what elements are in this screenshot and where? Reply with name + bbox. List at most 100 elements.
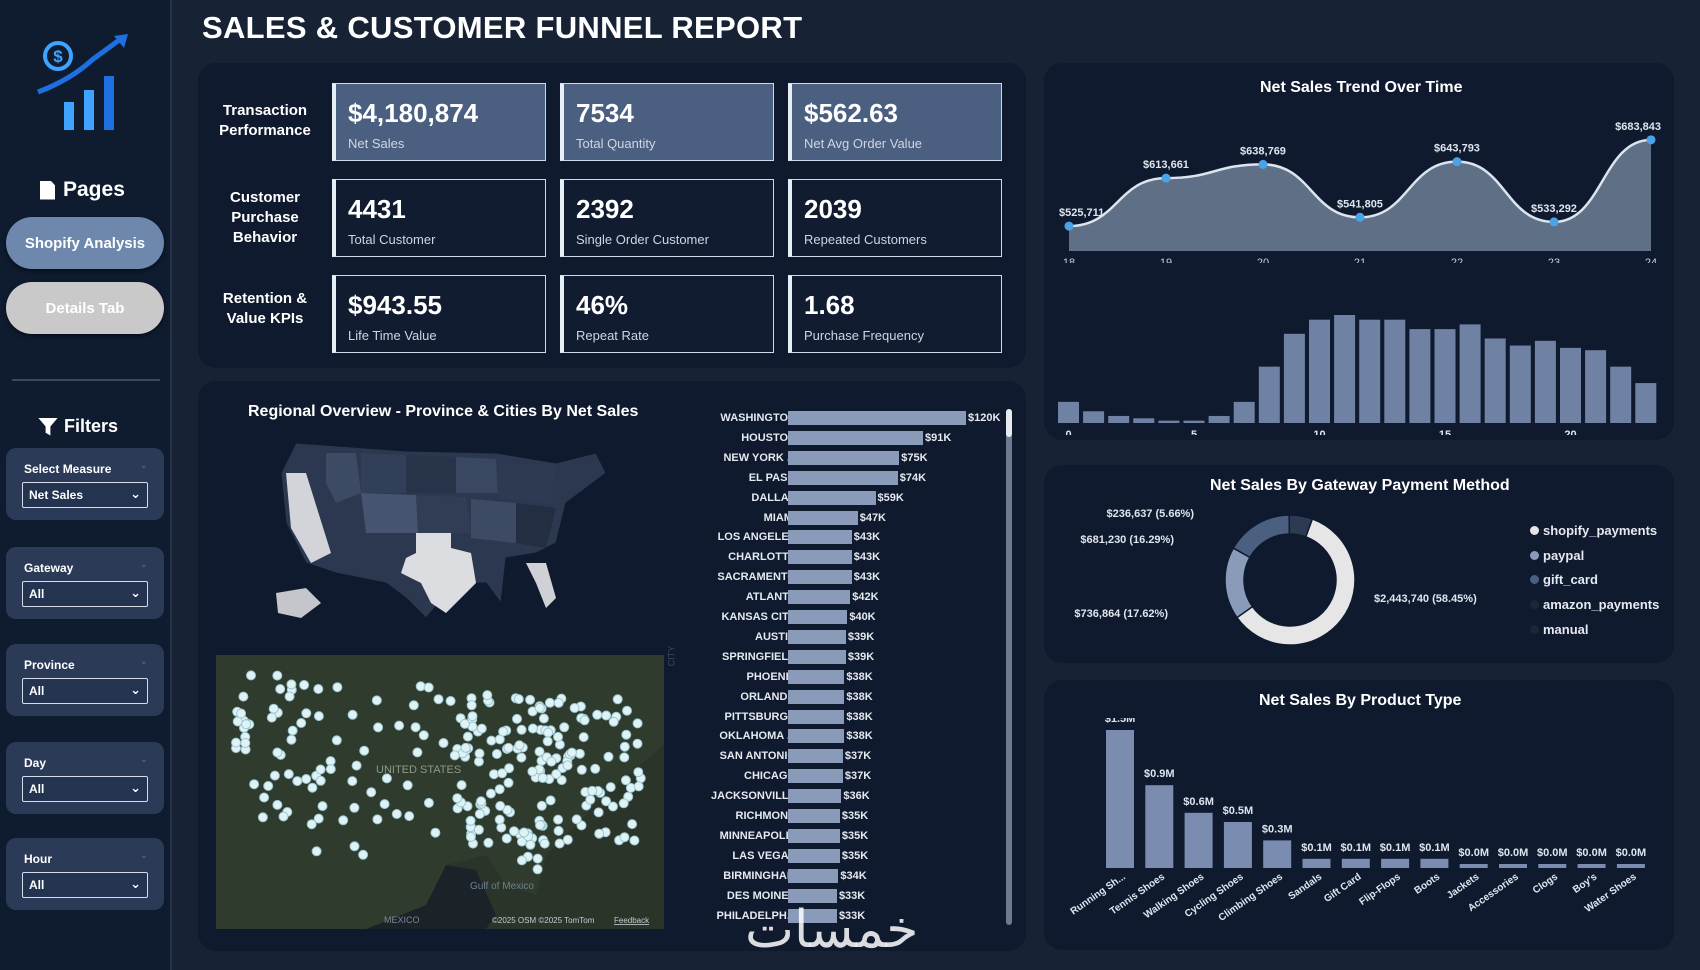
city-row[interactable]: HOUSTON $91K xyxy=(741,430,1018,447)
city-bubble[interactable] xyxy=(497,768,508,779)
nav-shopify-analysis[interactable]: Shopify Analysis xyxy=(6,217,164,269)
collapse-chevron-icon[interactable]: ⌄ xyxy=(139,559,148,570)
city-bubble[interactable] xyxy=(465,815,476,826)
city-bubble[interactable] xyxy=(466,700,477,711)
city-bar[interactable] xyxy=(788,590,851,605)
city-bubble[interactable] xyxy=(618,798,629,809)
city-bar[interactable] xyxy=(788,868,839,883)
hour-bar[interactable] xyxy=(1158,420,1180,423)
city-bubble[interactable] xyxy=(313,813,324,824)
kpi-purchase-frequency[interactable]: 1.68 Purchase Frequency xyxy=(788,275,1002,353)
hour-bar[interactable] xyxy=(1484,338,1506,423)
city-bubble[interactable] xyxy=(551,769,562,780)
city-row[interactable]: SAN ANTONIO $37K xyxy=(720,749,1018,765)
city-row[interactable]: MINNEAPOLIS $35K xyxy=(720,828,1018,845)
hour-bar[interactable] xyxy=(1133,418,1155,423)
hour-bar[interactable] xyxy=(1058,401,1079,423)
donut-slice[interactable] xyxy=(1235,517,1356,646)
collapse-chevron-icon[interactable]: ⌄ xyxy=(139,656,148,667)
city-row[interactable]: SPRINGFIELD $39K xyxy=(722,649,1018,666)
city-bubble[interactable] xyxy=(619,741,630,752)
city-bubble[interactable] xyxy=(633,781,644,792)
hour-bar[interactable] xyxy=(1083,411,1105,423)
city-bubble[interactable] xyxy=(349,841,360,852)
donut-slice[interactable] xyxy=(1232,514,1291,559)
trend-point[interactable] xyxy=(1064,221,1074,231)
city-bubble[interactable] xyxy=(545,795,556,806)
city-row[interactable]: JACKSONVILLE $36K xyxy=(711,789,1018,805)
collapse-chevron-icon[interactable]: ⌄ xyxy=(139,850,148,861)
city-row[interactable]: LAS VEGAS $35K xyxy=(732,848,1018,865)
hour-bar[interactable] xyxy=(1434,329,1456,423)
city-bubble[interactable] xyxy=(509,826,519,837)
product-bar[interactable] xyxy=(1341,858,1370,868)
city-bubble[interactable] xyxy=(418,730,429,741)
city-bar[interactable] xyxy=(788,669,845,684)
product-bar[interactable] xyxy=(1184,812,1213,868)
city-bubble[interactable] xyxy=(571,814,582,825)
legend-paypal[interactable]: paypal xyxy=(1530,548,1584,563)
product-bar[interactable] xyxy=(1577,864,1606,868)
city-bubble[interactable] xyxy=(347,776,358,787)
city-bubble[interactable] xyxy=(504,763,515,774)
city-bubble[interactable] xyxy=(278,811,289,822)
kpi-total-customer[interactable]: 4431 Total Customer xyxy=(332,179,546,257)
city-bubble[interactable] xyxy=(519,827,529,838)
city-bubble[interactable] xyxy=(449,750,460,761)
city-row[interactable]: LOS ANGELES $43K xyxy=(718,530,1018,546)
legend-amazon-payments[interactable]: amazon_payments xyxy=(1530,597,1659,612)
city-bubble[interactable] xyxy=(629,835,640,846)
city-bubble[interactable] xyxy=(569,703,580,713)
city-row[interactable]: CHARLOTTE $43K xyxy=(728,550,1018,566)
city-bubble-map[interactable]: UNITED STATES Gulf of Mexico MEXICO ©202… xyxy=(216,655,664,929)
city-bubble[interactable] xyxy=(489,769,499,780)
city-bubble[interactable] xyxy=(315,764,326,775)
city-bubble[interactable] xyxy=(495,801,506,811)
city-bubble[interactable] xyxy=(236,708,247,719)
city-bubble[interactable] xyxy=(231,737,241,748)
city-row[interactable]: PHILADELPH... $33K xyxy=(717,908,1018,925)
city-bubble[interactable] xyxy=(299,680,310,690)
city-bar[interactable] xyxy=(788,550,852,565)
city-row[interactable]: DALLAS $59K xyxy=(751,490,1018,507)
city-bubble[interactable] xyxy=(536,800,547,811)
trend-point[interactable] xyxy=(1258,159,1268,169)
city-bubble[interactable] xyxy=(474,809,485,819)
city-bubble[interactable] xyxy=(263,781,274,791)
trend-point[interactable] xyxy=(1452,157,1462,167)
city-bubble[interactable] xyxy=(275,684,286,694)
city-bubble[interactable] xyxy=(259,792,270,803)
product-bar[interactable] xyxy=(1145,785,1174,868)
city-row[interactable]: NEW YORK ... $75K xyxy=(723,450,1018,467)
city-bubble[interactable] xyxy=(587,785,598,796)
city-bubble[interactable] xyxy=(603,751,614,762)
city-bubble[interactable] xyxy=(494,814,505,825)
city-bubble[interactable] xyxy=(562,834,573,845)
city-bubble[interactable] xyxy=(287,725,298,736)
city-bubble[interactable] xyxy=(608,716,619,727)
city-bar[interactable] xyxy=(788,709,845,724)
product-bar[interactable] xyxy=(1499,864,1527,868)
city-bubble[interactable] xyxy=(404,811,415,822)
city-bubble[interactable] xyxy=(257,812,268,823)
city-bubble[interactable] xyxy=(410,722,421,733)
hour-bar[interactable] xyxy=(1283,333,1305,423)
city-row[interactable]: EL PASO $74K xyxy=(749,470,1018,487)
scrollbar-thumb[interactable] xyxy=(1006,409,1012,437)
hour-bar[interactable] xyxy=(1560,347,1581,423)
city-bubble[interactable] xyxy=(402,780,413,791)
city-bar[interactable] xyxy=(788,888,837,903)
province-dropdown[interactable]: All ⌄ xyxy=(22,678,148,704)
city-bubble[interactable] xyxy=(566,747,577,758)
city-row[interactable]: PHOENIX $38K xyxy=(746,669,1018,686)
legend-gift-card[interactable]: gift_card xyxy=(1530,572,1598,587)
city-bubble[interactable] xyxy=(554,838,565,849)
city-bubble[interactable] xyxy=(473,824,484,835)
city-bubble[interactable] xyxy=(371,695,382,706)
hour-bar[interactable] xyxy=(1208,415,1230,423)
city-bubble[interactable] xyxy=(501,833,512,844)
city-bubble[interactable] xyxy=(272,670,283,681)
city-bubble[interactable] xyxy=(483,837,494,848)
city-bubble[interactable] xyxy=(601,710,612,721)
day-dropdown[interactable]: All ⌄ xyxy=(22,776,148,802)
